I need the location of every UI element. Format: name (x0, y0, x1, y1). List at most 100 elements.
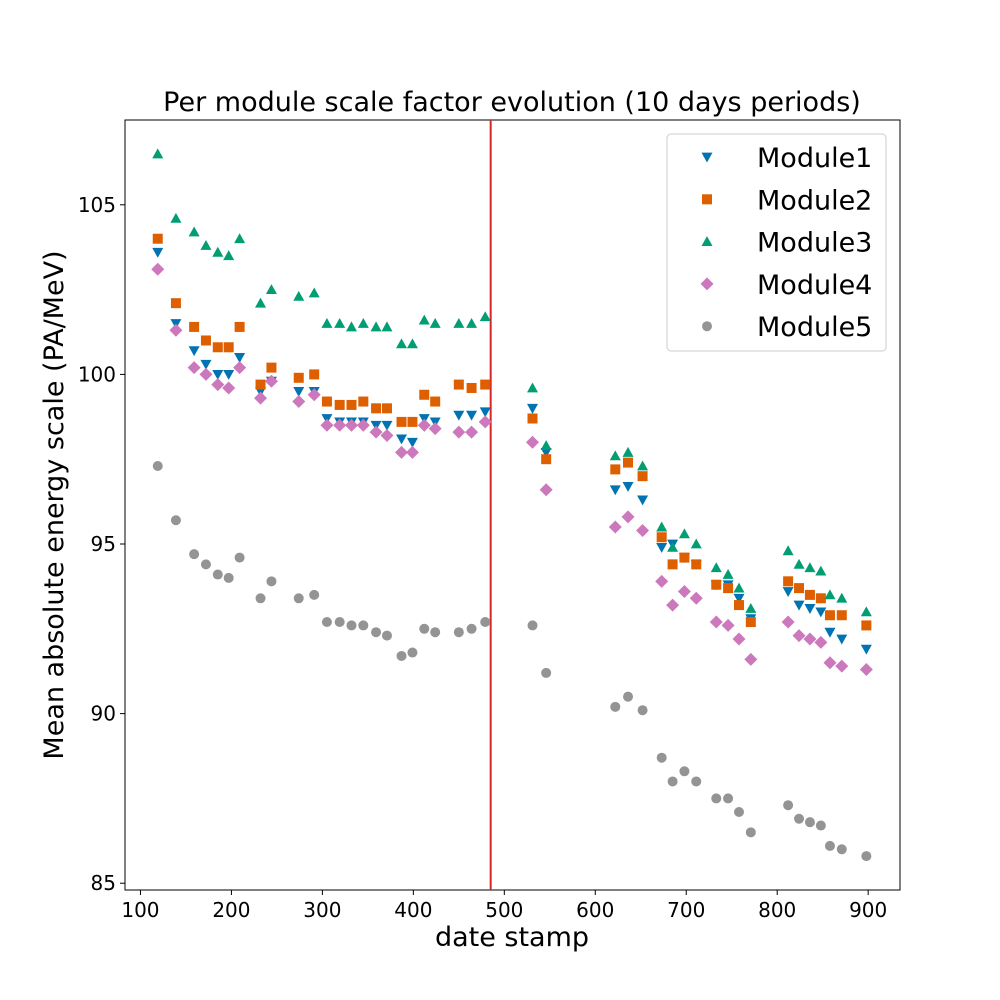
data-point (396, 416, 407, 427)
data-point (479, 407, 491, 418)
data-point (637, 471, 648, 482)
data-point (815, 593, 826, 604)
data-point (333, 418, 347, 432)
data-point (152, 148, 164, 159)
legend-marker (701, 152, 713, 163)
data-point (293, 290, 305, 301)
data-point (479, 311, 491, 322)
legend-label: Module2 (757, 185, 872, 216)
data-point (371, 403, 382, 414)
data-point (189, 321, 200, 332)
data-point (212, 569, 223, 580)
data-point (621, 510, 635, 524)
data-point (334, 318, 346, 328)
data-point (861, 851, 872, 862)
data-point (540, 440, 552, 451)
legend-marker (702, 194, 712, 205)
y-axis: 85 90 95 100 105 (78, 193, 125, 895)
data-point (170, 298, 181, 309)
data-point (395, 445, 409, 459)
data-point (541, 454, 552, 465)
legend-marker (700, 277, 714, 291)
data-point (346, 399, 357, 410)
data-point (608, 520, 622, 534)
data-point (419, 623, 430, 634)
x-tick-label: 100 (121, 898, 159, 922)
data-point (480, 617, 491, 628)
x-tick-label: 300 (303, 898, 341, 922)
data-point (656, 532, 667, 543)
data-point (722, 569, 734, 579)
legend-box (666, 133, 887, 352)
x-tick-label: 700 (667, 898, 705, 922)
data-point (823, 656, 837, 670)
data-point (861, 620, 872, 631)
data-point (381, 420, 393, 431)
data-point (396, 650, 407, 661)
data-point (212, 246, 224, 257)
data-point (264, 374, 278, 388)
data-point (656, 521, 668, 532)
data-point (804, 817, 815, 828)
data-point (381, 321, 393, 332)
data-point (733, 600, 744, 611)
data-point (803, 632, 817, 646)
data-point (309, 369, 320, 380)
data-point (430, 627, 441, 638)
data-point (836, 592, 848, 603)
data-point (804, 562, 816, 573)
data-point (622, 481, 634, 492)
data-point (170, 212, 182, 223)
data-point (623, 457, 634, 468)
data-point (254, 391, 268, 405)
data-point (381, 403, 392, 414)
data-point (223, 342, 234, 353)
legend-label: Module3 (757, 228, 872, 259)
data-point (667, 559, 678, 570)
legend-item-module5: Module5 (702, 312, 872, 343)
legend: Module1 Module2 Module3 Module4 Module5 (666, 133, 887, 352)
data-point (380, 428, 394, 442)
data-point (709, 615, 723, 629)
data-point (381, 630, 392, 641)
chart-title: Per module scale factor evolution (10 da… (163, 87, 861, 118)
series-module2 (152, 233, 872, 631)
data-point (466, 623, 477, 634)
data-point (782, 587, 794, 597)
data-point (711, 793, 722, 804)
x-tick-label: 600 (576, 898, 614, 922)
data-point (430, 396, 441, 407)
data-point (453, 627, 464, 638)
data-point (824, 627, 836, 638)
data-point (610, 701, 621, 712)
data-point (723, 583, 734, 594)
data-point (622, 446, 634, 457)
data-point (334, 399, 345, 410)
data-point (293, 386, 305, 397)
data-point (794, 583, 805, 594)
data-point (836, 634, 848, 645)
data-point (815, 607, 827, 618)
data-point (466, 382, 477, 393)
data-point (200, 359, 212, 370)
data-point (814, 635, 828, 649)
data-point (678, 528, 690, 539)
data-point (527, 620, 538, 631)
data-point (733, 806, 744, 817)
legend-marker (701, 236, 713, 246)
data-point (255, 297, 267, 308)
data-point (170, 515, 181, 526)
data-point (666, 598, 680, 612)
data-point (292, 395, 306, 409)
data-point (320, 418, 334, 432)
data-marks (151, 148, 873, 862)
data-point (824, 610, 835, 621)
data-point (836, 844, 847, 855)
data-point (266, 362, 277, 373)
data-point (781, 615, 795, 629)
data-point (792, 629, 806, 643)
data-point (815, 820, 826, 831)
data-point (293, 372, 304, 383)
data-point (623, 691, 634, 702)
